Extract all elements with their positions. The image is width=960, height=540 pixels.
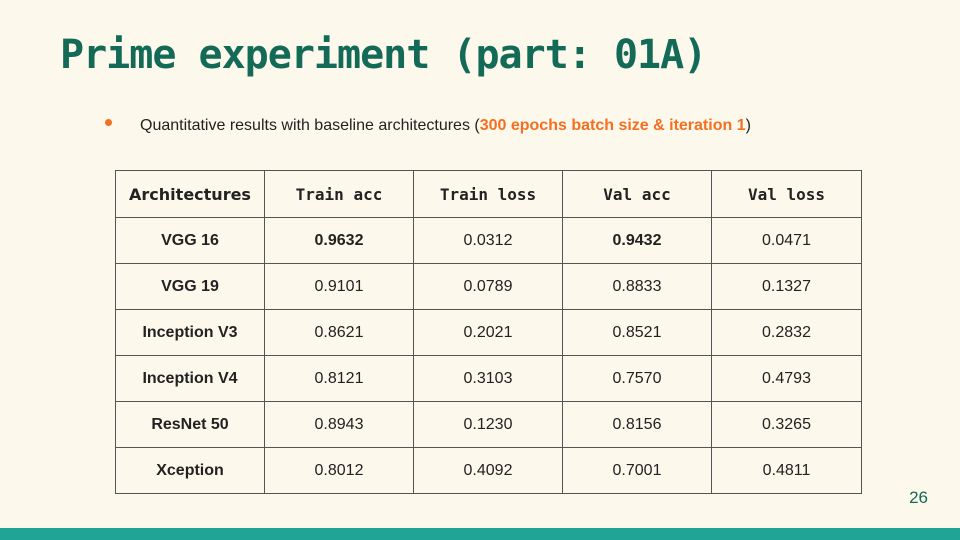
- header-val-acc: Val acc: [562, 170, 712, 218]
- header-architectures: Architectures: [115, 170, 265, 218]
- table-header-row: Architectures Train acc Train loss Val a…: [115, 170, 862, 218]
- cell-architecture: VGG 16: [115, 217, 265, 264]
- cell-val-loss: 0.3265: [711, 401, 862, 448]
- cell-val-acc: 0.7570: [562, 355, 712, 402]
- bullet-text: Quantitative results with baseline archi…: [140, 117, 751, 134]
- header-train-loss: Train loss: [413, 170, 563, 218]
- cell-architecture: Inception V3: [115, 309, 265, 356]
- cell-train-acc: 0.8621: [264, 309, 414, 356]
- bullet-item: Quantitative results with baseline archi…: [105, 117, 751, 135]
- bullet-highlight: 300 epochs batch size & iteration 1: [479, 117, 746, 134]
- table-row: Inception V3 0.8621 0.2021 0.8521 0.2832: [115, 309, 862, 356]
- cell-train-acc: 0.9101: [264, 263, 414, 310]
- table-row: Xception 0.8012 0.4092 0.7001 0.4811: [115, 447, 862, 494]
- cell-val-loss: 0.4811: [711, 447, 862, 494]
- cell-train-acc: 0.8012: [264, 447, 414, 494]
- results-table: Architectures Train acc Train loss Val a…: [115, 170, 862, 494]
- cell-train-acc: 0.9632: [264, 217, 414, 264]
- cell-train-loss: 0.2021: [413, 309, 563, 356]
- table-row: VGG 19 0.9101 0.0789 0.8833 0.1327: [115, 263, 862, 310]
- slide-title: Prime experiment (part: 01A): [60, 32, 707, 78]
- cell-val-acc: 0.8156: [562, 401, 712, 448]
- bullet-dot-icon: [105, 119, 112, 126]
- cell-train-loss: 0.4092: [413, 447, 563, 494]
- cell-val-acc: 0.8521: [562, 309, 712, 356]
- cell-val-loss: 0.0471: [711, 217, 862, 264]
- bullet-text-before: Quantitative results with baseline archi…: [140, 117, 480, 134]
- cell-val-acc: 0.8833: [562, 263, 712, 310]
- cell-architecture: VGG 19: [115, 263, 265, 310]
- cell-train-loss: 0.1230: [413, 401, 563, 448]
- cell-val-loss: 0.1327: [711, 263, 862, 310]
- cell-val-loss: 0.4793: [711, 355, 862, 402]
- cell-train-loss: 0.0789: [413, 263, 563, 310]
- table-row: ResNet 50 0.8943 0.1230 0.8156 0.3265: [115, 401, 862, 448]
- cell-train-acc: 0.8121: [264, 355, 414, 402]
- cell-train-loss: 0.3103: [413, 355, 563, 402]
- cell-val-acc: 0.9432: [562, 217, 712, 264]
- cell-architecture: Xception: [115, 447, 265, 494]
- cell-train-loss: 0.0312: [413, 217, 563, 264]
- cell-val-loss: 0.2832: [711, 309, 862, 356]
- page-number: 26: [909, 488, 928, 507]
- bottom-accent-bar: [0, 528, 960, 540]
- cell-val-acc: 0.7001: [562, 447, 712, 494]
- bullet-text-after: ): [745, 117, 751, 134]
- header-val-loss: Val loss: [711, 170, 862, 218]
- cell-architecture: ResNet 50: [115, 401, 265, 448]
- cell-architecture: Inception V4: [115, 355, 265, 402]
- header-train-acc: Train acc: [264, 170, 414, 218]
- table-row: Inception V4 0.8121 0.3103 0.7570 0.4793: [115, 355, 862, 402]
- table-row: VGG 16 0.9632 0.0312 0.9432 0.0471: [115, 217, 862, 264]
- cell-train-acc: 0.8943: [264, 401, 414, 448]
